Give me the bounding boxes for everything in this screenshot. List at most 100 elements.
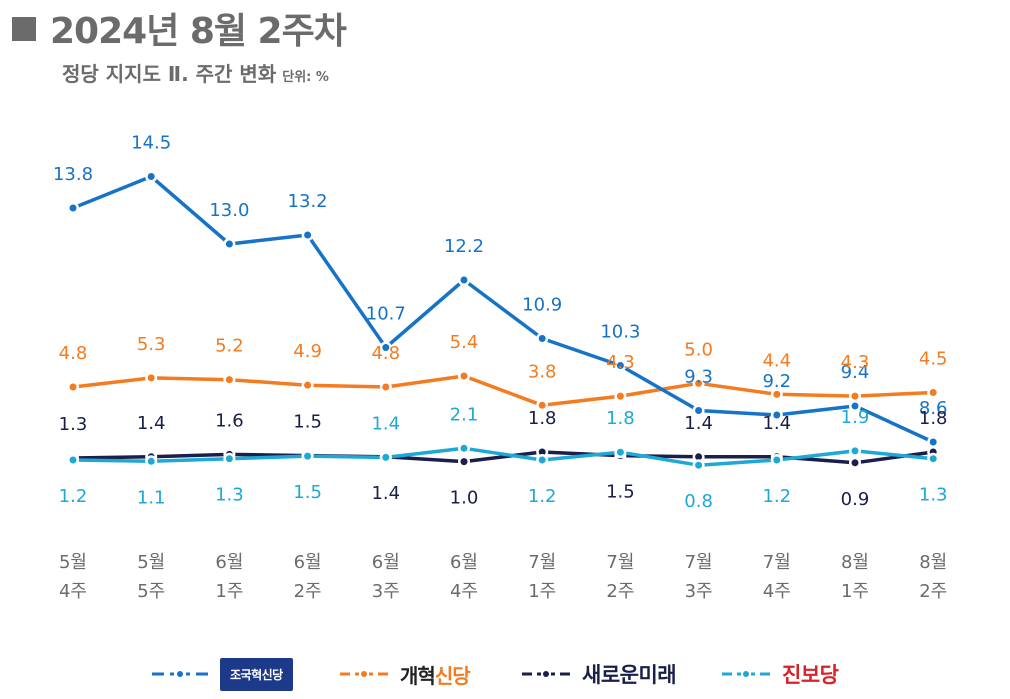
data-point — [929, 388, 937, 396]
legend-line-icon — [340, 671, 388, 677]
data-point — [695, 461, 703, 469]
legend-label-series-3: 새로운미래 — [582, 663, 677, 687]
x-tick-label-month: 8월 — [919, 552, 947, 573]
legend-line-icon — [152, 671, 208, 677]
data-label: 10.7 — [366, 304, 406, 325]
data-label: 13.2 — [288, 191, 328, 212]
data-label: 14.5 — [131, 133, 171, 154]
data-label: 8.6 — [919, 398, 948, 419]
x-tick-label-week: 2주 — [606, 581, 634, 602]
data-point — [69, 456, 77, 464]
data-label: 10.9 — [522, 295, 562, 316]
line-chart: 13.8 14.5 13.0 13.2 10.7 12.2 10.9 10.3 9.3 9.2 9.… — [53, 133, 948, 603]
x-tick-label-week: 1주 — [528, 581, 556, 602]
data-label: 1.2 — [528, 486, 557, 507]
data-label: 9.3 — [684, 367, 713, 388]
legend-item-series-1: 조국혁신당 — [152, 652, 293, 696]
data-label: 4.3 — [841, 352, 870, 373]
legend-item-series-3: 새로운미래 — [522, 652, 677, 696]
data-point — [69, 383, 77, 391]
legend-item-series-4: 진보당 — [722, 652, 839, 696]
legend: 조국혁신당 개혁신당 새로운미래 진보당 — [0, 652, 1010, 696]
data-label: 4.4 — [762, 350, 791, 371]
data-label: 1.3 — [919, 485, 948, 506]
data-label: 12.2 — [444, 236, 484, 257]
x-tick-label-week: 1주 — [215, 581, 243, 602]
data-label: 9.4 — [841, 362, 870, 383]
data-point — [460, 444, 468, 452]
x-tick-label-month: 8월 — [841, 552, 869, 573]
legend-label-main: 개혁 — [400, 663, 436, 688]
data-label: 1.4 — [762, 413, 791, 434]
x-tick-label-week: 1주 — [841, 581, 869, 602]
data-label: 4.8 — [59, 343, 88, 364]
x-tick-label-month: 6월 — [215, 552, 243, 573]
data-point — [382, 453, 390, 461]
data-label: 1.5 — [293, 482, 322, 503]
data-point — [616, 362, 624, 369]
data-point — [69, 204, 77, 212]
data-label: 1.6 — [215, 410, 244, 431]
data-point — [851, 392, 859, 400]
chart-subtitle: 정당 지지도 Ⅱ. 주간 변화 단위: % — [62, 58, 329, 87]
series-line-4 — [72, 446, 934, 467]
data-label: 0.9 — [841, 489, 870, 510]
x-tick-label-week: 2주 — [294, 581, 322, 602]
data-point — [225, 376, 233, 384]
data-point — [851, 402, 859, 410]
legend-line-icon — [722, 671, 770, 677]
x-tick-label-month: 5월 — [137, 552, 165, 573]
data-point — [773, 411, 781, 419]
page-title: 2024년 8월 2주차 — [50, 11, 347, 52]
data-label: 0.8 — [684, 491, 713, 512]
series-line-2 — [72, 374, 934, 408]
data-point — [304, 452, 312, 460]
data-point — [225, 240, 233, 248]
data-label: 1.5 — [293, 412, 322, 433]
legend-label-series-1: 조국혁신당 — [220, 657, 293, 691]
data-point — [773, 390, 781, 398]
data-point — [851, 447, 859, 455]
data-label: 1.4 — [137, 413, 166, 434]
data-label: 2.1 — [450, 404, 479, 425]
data-point — [616, 448, 624, 456]
x-tick-label-month: 7월 — [528, 552, 556, 573]
data-point — [460, 372, 468, 380]
data-point — [929, 438, 937, 446]
data-point — [147, 457, 155, 465]
data-label: 4.3 — [606, 352, 635, 373]
data-label: 5.0 — [684, 339, 713, 360]
x-tick-label-week: 4주 — [763, 581, 791, 602]
data-label: 5.3 — [137, 334, 166, 355]
data-label: 1.8 — [919, 408, 948, 429]
data-point — [851, 459, 859, 467]
data-point — [695, 407, 703, 414]
data-label: 1.8 — [528, 408, 557, 429]
header: 2024년 8월 2주차 — [12, 2, 347, 54]
x-tick-label-month: 7월 — [685, 552, 713, 573]
data-label: 1.4 — [371, 483, 400, 504]
x-tick-label-month: 6월 — [294, 552, 322, 573]
subtitle-text: 정당 지지도 Ⅱ. 주간 변화 — [62, 62, 277, 86]
data-point — [460, 458, 468, 466]
data-label: 1.3 — [215, 485, 244, 506]
data-point — [538, 448, 546, 456]
data-point — [538, 335, 546, 342]
data-point — [773, 456, 781, 464]
data-label: 5.2 — [215, 336, 244, 357]
data-label: 13.0 — [209, 200, 249, 221]
x-tick-label-month: 5월 — [59, 552, 87, 573]
data-label: 1.8 — [606, 408, 635, 429]
legend-label-accent: 신당 — [434, 663, 471, 688]
data-point — [147, 173, 155, 180]
x-tick-label-week: 4주 — [450, 581, 478, 602]
data-point — [304, 381, 312, 389]
data-label: 1.2 — [59, 486, 88, 507]
legend-label-series-2: 개혁신당 — [400, 660, 471, 689]
x-tick-label-month: 6월 — [450, 552, 478, 573]
data-point — [538, 401, 546, 409]
data-label: 5.4 — [450, 332, 479, 353]
data-point — [695, 453, 703, 461]
data-label: 1.1 — [137, 487, 166, 508]
data-label: 1.5 — [606, 482, 635, 503]
